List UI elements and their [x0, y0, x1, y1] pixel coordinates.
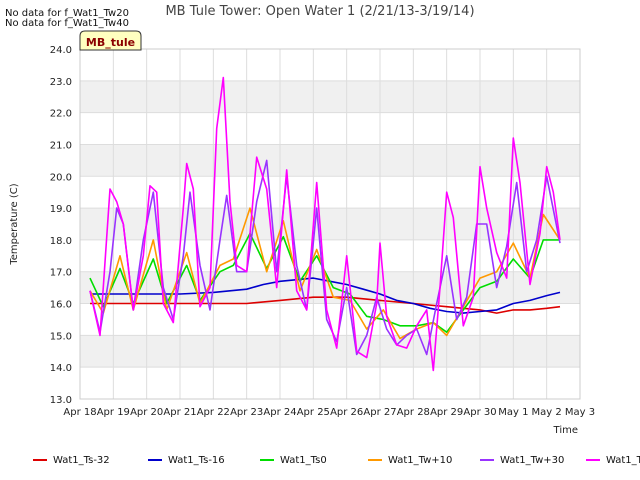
legend-swatch	[586, 459, 600, 461]
y-tick-label: 23.0	[50, 77, 72, 88]
legend-item: Wat1_Tw+10	[368, 455, 452, 466]
x-tick-label: Apr 23	[230, 407, 263, 418]
x-tick-label: Apr 25	[297, 407, 330, 418]
legend-item: Wat1_Tw+30	[480, 455, 564, 466]
legend-swatch	[368, 459, 382, 461]
legend-swatch	[260, 459, 274, 461]
legend-swatch	[33, 459, 47, 461]
y-tick-label: 24.0	[50, 45, 72, 56]
series-line-wat1-tw-50	[89, 76, 561, 372]
plot-border	[79, 48, 581, 400]
x-tick-label: Apr 22	[197, 407, 230, 418]
legend-swatch	[480, 459, 494, 461]
site-tag-label: MB_tule	[86, 36, 135, 49]
grid-band	[80, 80, 580, 113]
x-axis-ticks: Apr 18 Apr 19 Apr 20 Apr 21 Apr 22 Apr 23 Apr …	[63, 407, 595, 418]
x-tick-label: Apr 28	[397, 407, 430, 418]
legend-swatch	[148, 459, 162, 461]
x-tick-label: May 2	[532, 407, 562, 418]
y-axis-ticks: 13.0 14.0 15.0 16.0 17.0 18.0 19.0 20.0 21.0 22.0…	[50, 45, 72, 406]
series-line-wat1-tw-10	[89, 207, 561, 340]
y-axis-label: Temperature (C)	[9, 183, 20, 265]
y-tick-label: 22.0	[50, 109, 72, 120]
legend-label: Wat1_Tw+10	[388, 455, 453, 466]
y-tick-label: 15.0	[50, 331, 72, 342]
x-tick-label: May 1	[498, 407, 528, 418]
x-tick-label: Apr 18	[63, 407, 96, 418]
x-tick-label: Apr 27	[363, 407, 396, 418]
y-tick-label: 16.0	[50, 300, 72, 311]
x-tick-label: Apr 29	[430, 407, 463, 418]
grid-band	[80, 144, 580, 177]
site-tag: MB_tule	[79, 30, 142, 51]
chart-title: MB Tule Tower: Open Water 1 (2/21/13-3/1…	[165, 4, 474, 19]
x-tick-label: Apr 30	[463, 407, 496, 418]
x-tick-label: Apr 19	[97, 407, 130, 418]
legend-label: Wat1_Ts-32	[53, 455, 110, 466]
grid-band	[80, 208, 580, 240]
y-tick-label: 21.0	[50, 140, 72, 151]
y-tick-label: 18.0	[50, 236, 72, 247]
legend-item: Wat1_Ts0	[260, 455, 327, 466]
y-tick-label: 17.0	[50, 268, 72, 279]
legend-label: Wat1_Ts-16	[168, 455, 225, 466]
x-tick-label: Apr 24	[263, 407, 296, 418]
y-tick-label: 19.0	[50, 204, 72, 215]
no-data-note-1: No data for f_Wat1_Tw20	[5, 8, 129, 19]
legend-item: Wat1_Ts-32	[33, 455, 110, 466]
grid-lines	[79, 48, 581, 400]
series-lines	[89, 76, 561, 372]
legend-item: Wat1_Ts-16	[148, 455, 225, 466]
x-tick-label: Apr 21	[163, 407, 196, 418]
legend-label: Wat1_Tw+50	[606, 455, 640, 466]
x-tick-label: Apr 20	[130, 407, 163, 418]
legend-label: Wat1_Ts0	[280, 455, 327, 466]
y-tick-label: 13.0	[50, 395, 72, 406]
x-tick-label: May 3	[565, 407, 595, 418]
legend-item: Wat1_Tw+50	[586, 455, 640, 466]
y-tick-label: 20.0	[50, 172, 72, 183]
grid-band	[80, 335, 580, 368]
x-axis-label: Time	[553, 425, 578, 436]
x-tick-label: Apr 26	[330, 407, 363, 418]
series-line-wat1-ts-32	[90, 296, 561, 314]
no-data-note-2: No data for f_Wat1_Tw40	[5, 18, 129, 29]
y-tick-label: 14.0	[50, 363, 72, 374]
legend-label: Wat1_Tw+30	[500, 455, 565, 466]
